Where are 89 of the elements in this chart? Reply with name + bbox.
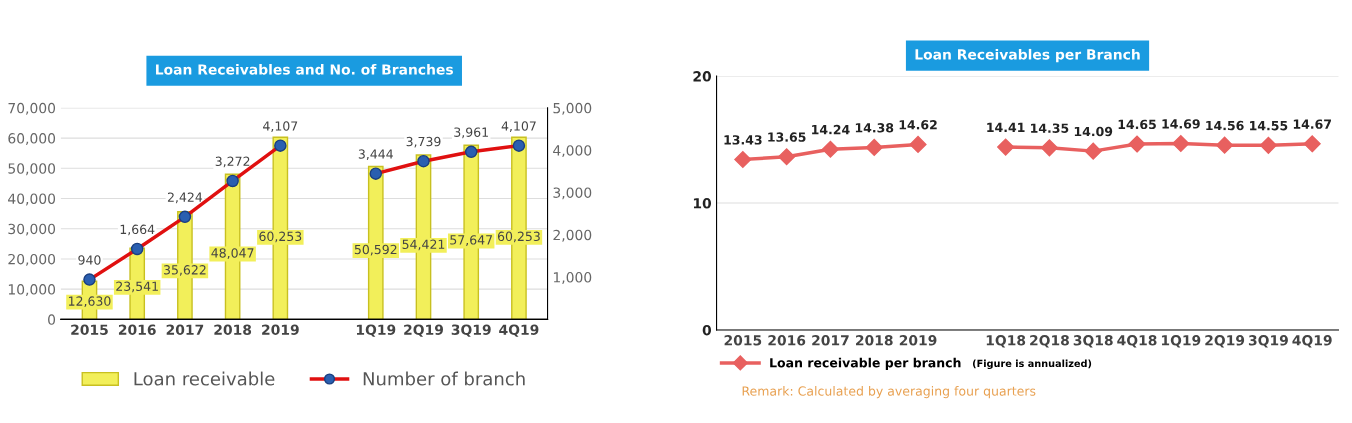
point: [734, 150, 752, 169]
point: [1216, 136, 1234, 154]
x-tick-label: 4Q18: [1117, 335, 1157, 348]
chart-title: Loan Receivables per Branch: [915, 48, 1140, 63]
y-tick-label: 20: [693, 71, 712, 82]
x-tick-label: 1Q18: [986, 335, 1026, 348]
data-label: 14.41: [987, 122, 1025, 132]
x-tick-label: 2015: [71, 324, 108, 335]
x-tick-label: 3Q18: [1073, 335, 1113, 348]
legend-label: Loan receivable: [134, 371, 275, 386]
data-label: 3,272: [215, 156, 250, 168]
data-label: 14.09: [1074, 126, 1113, 137]
x-tick-label: 2019: [899, 335, 937, 346]
data-label: 14.38: [855, 123, 894, 133]
data-label: 14.56: [1206, 120, 1244, 131]
data-label: 14.67: [1293, 119, 1331, 129]
data-label: 14.35: [1031, 123, 1069, 133]
chart-title: Loan Receivables and No. of Branches: [156, 63, 453, 75]
data-label: 14.55: [1250, 121, 1288, 131]
y-tick-label: 10,000: [8, 284, 56, 297]
x-tick-label: 2Q18: [1030, 335, 1069, 348]
x-tick-label: 4Q19: [1292, 335, 1332, 348]
y-tick-label: 30,000: [8, 223, 56, 236]
data-label: 2,424: [167, 192, 203, 204]
data-label: 12,630: [68, 296, 111, 308]
text: (Figure is annualized): [972, 359, 1092, 370]
x-tick-label: 2Q19: [404, 324, 444, 337]
data-label: 14.69: [1162, 119, 1200, 129]
x-tick-label: 2018: [856, 335, 893, 346]
data-label: 4,107: [263, 121, 298, 132]
data-label: 940: [78, 255, 101, 265]
x-tick-label: 2Q19: [1205, 335, 1245, 348]
point: [865, 138, 883, 157]
data-label: 57,647: [450, 235, 493, 246]
data-label: 13.65: [768, 132, 806, 142]
point: [909, 135, 927, 153]
x-tick-label: 2019: [262, 324, 299, 335]
data-label: 48,047: [211, 248, 254, 259]
y2-tick-label: 1,000: [553, 272, 592, 284]
data-label: 3,739: [406, 136, 441, 148]
x-tick-label: 4Q19: [499, 324, 539, 337]
y-tick-label: 70,000: [8, 102, 56, 115]
point: [1040, 139, 1058, 157]
y-tick-label: 50,000: [8, 163, 56, 176]
x-tick-label: 2015: [724, 335, 762, 346]
data-label: 23,541: [116, 281, 158, 293]
y-tick-label: 0: [702, 324, 712, 336]
x-tick-label: 3Q19: [1248, 335, 1288, 348]
y-tick-label: 40,000: [8, 193, 56, 206]
legend-label: Number of branch: [363, 371, 525, 386]
y2-tick-label: 5,000: [553, 102, 592, 115]
x-tick-label: 2018: [214, 324, 252, 335]
data-label: 4,107: [501, 121, 536, 132]
legend-label: Loan receivable per branch: [770, 357, 961, 370]
x-tick-label: 2017: [812, 335, 849, 346]
data-label: 13.43: [724, 135, 762, 145]
data-label: 60,253: [497, 231, 540, 243]
x-tick-label: 2017: [166, 324, 204, 335]
point: [821, 140, 839, 158]
point: [1259, 136, 1277, 154]
y2-tick-label: 2,000: [553, 229, 592, 242]
data-label: 54,421: [402, 239, 445, 251]
y-tick-label: 20,000: [8, 253, 56, 266]
y-tick-label: 60,000: [8, 133, 56, 145]
y-tick-label: 10: [693, 198, 712, 209]
point: [1128, 135, 1146, 153]
point: [1172, 134, 1190, 153]
y2-tick-label: 3,000: [553, 187, 592, 200]
x-tick-label: 1Q19: [1161, 335, 1201, 348]
y-tick-label: 0: [48, 314, 56, 325]
data-label: 50,592: [354, 244, 397, 256]
text: Remark: Calculated by averaging four quarters: [742, 386, 1036, 399]
x-tick-label: 1Q19: [356, 324, 396, 337]
point: [1303, 135, 1321, 153]
point: [1084, 142, 1102, 160]
x-tick-label: 2016: [118, 324, 156, 335]
data-label: 35,622: [163, 265, 206, 276]
point: [778, 148, 796, 166]
x-tick-label: 3Q19: [451, 324, 491, 337]
point: [997, 138, 1015, 156]
x-tick-label: 2016: [768, 335, 806, 346]
data-label: 14.24: [812, 124, 850, 135]
data-label: 3,444: [358, 149, 393, 161]
data-label: 60,253: [259, 231, 302, 243]
data-label: 3,961: [454, 127, 488, 139]
data-label: 14.62: [899, 120, 937, 130]
data-label: 1,664: [120, 224, 155, 236]
data-label: 14.65: [1118, 119, 1156, 130]
y2-tick-label: 4,000: [553, 145, 592, 158]
